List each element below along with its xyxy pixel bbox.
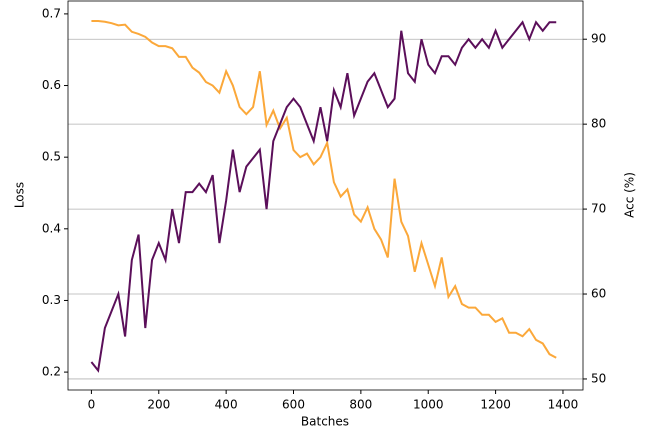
x-tick-label: 1000 xyxy=(413,398,444,412)
y2-tick-label: 90 xyxy=(591,32,606,46)
y-tick-label: 0.3 xyxy=(42,293,61,307)
x-tick-label: 0 xyxy=(88,398,96,412)
y2-tick-label: 70 xyxy=(591,202,606,216)
y2-tick-label: 80 xyxy=(591,117,606,131)
y-tick-label: 0.2 xyxy=(42,365,61,379)
y-axis-label: Loss xyxy=(13,182,27,208)
y-tick-label: 0.7 xyxy=(42,6,61,20)
x-tick-label: 1400 xyxy=(548,398,579,412)
line-series xyxy=(90,20,557,373)
x-tick-label: 200 xyxy=(147,398,170,412)
y-tick-label: 0.4 xyxy=(42,221,61,235)
y2-tick-label: 60 xyxy=(591,287,606,301)
plot-frame xyxy=(67,0,584,391)
x-axis-label: Batches xyxy=(301,415,349,429)
y2-tick-label: 50 xyxy=(591,371,606,385)
line-series xyxy=(91,20,557,359)
x-tick-label: 600 xyxy=(282,398,305,412)
x-tick-label: 400 xyxy=(215,398,238,412)
y-tick-label: 0.6 xyxy=(42,78,61,92)
y-tick-label: 0.5 xyxy=(42,150,61,164)
x-tick-label: 800 xyxy=(349,398,372,412)
y2-axis-label: Acc (%) xyxy=(623,172,637,218)
x-tick-label: 1200 xyxy=(480,398,511,412)
